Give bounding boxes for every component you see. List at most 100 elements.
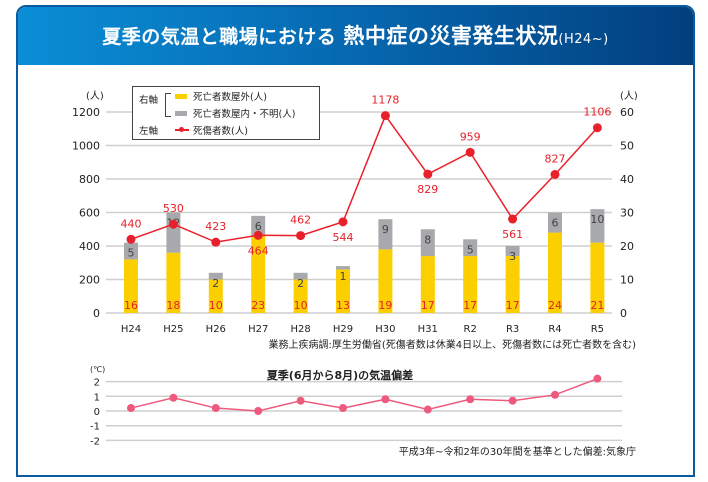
temp-chart-title: 夏季(6月から8月)の気温偏差: [267, 368, 413, 382]
bar-indoor: [548, 212, 562, 233]
casualties-point: [465, 147, 475, 157]
bar-outdoor: [420, 256, 435, 313]
bar-indoor-value: 2: [297, 277, 304, 290]
bar-indoor-value: 10: [590, 213, 604, 226]
bar-outdoor: [293, 279, 308, 313]
casualties-value-label: 462: [290, 214, 311, 227]
casualties-value-label: 464: [248, 244, 269, 257]
bar-outdoor: [590, 242, 605, 313]
legend-outdoor-label: 死亡者数屋外(人): [193, 92, 267, 103]
bar-indoor: [208, 272, 223, 280]
x-axis-tick-label: H27: [248, 324, 268, 335]
temp-axis-tick-label: -2: [90, 436, 100, 447]
bar-indoor: [378, 219, 393, 250]
title-part3: (H24~): [558, 32, 609, 47]
source-note-bottom: 平成3年~令和2年の30年間を基準とした偏差:気象庁: [399, 445, 636, 458]
temp-point: [381, 395, 390, 404]
casualties-point: [423, 169, 433, 179]
x-axis-tick-label: H29: [333, 324, 353, 335]
bar-outdoor: [336, 269, 350, 313]
bar-outdoor-value: 24: [548, 299, 562, 312]
x-axis-tick-label: R4: [548, 324, 561, 335]
temp-point: [423, 405, 432, 414]
bar-outdoor-value: 17: [421, 299, 435, 312]
bar-outdoor: [166, 252, 181, 313]
temp-point: [551, 390, 559, 399]
bar-indoor: [336, 266, 350, 270]
title-part1: 夏季の気温と職場における: [102, 26, 337, 48]
casualties-point: [338, 217, 348, 227]
casualties-value-label: 561: [502, 228, 523, 241]
bar-outdoor-value: 21: [590, 299, 604, 312]
casualties-value-label: 959: [460, 130, 481, 143]
bar-outdoor: [251, 235, 266, 313]
temp-line: [130, 377, 598, 412]
bar-indoor-value: 6: [255, 220, 262, 233]
casualties-point: [126, 234, 136, 244]
legend-left-axis-label-row: 左軸: [139, 123, 158, 137]
x-axis-tick-label: H30: [375, 324, 395, 335]
temp-point: [296, 396, 305, 405]
bar-indoor: [590, 209, 605, 243]
casualties-line-marker-icon: [175, 126, 189, 134]
bar-outdoor-value: 17: [463, 299, 477, 312]
bar-indoor: [124, 242, 138, 260]
temp-point: [169, 393, 178, 402]
casualties-value-label: 544: [333, 231, 354, 244]
bar-indoor-value: 3: [509, 250, 516, 263]
bar-outdoor-value: 17: [506, 299, 520, 312]
x-axis-tick-label: R3: [506, 324, 519, 335]
bar-outdoor-value: 16: [124, 299, 138, 312]
right-axis-tick-label: 30: [620, 207, 634, 220]
temp-point: [339, 404, 347, 413]
right-axis-tick-label: 0: [620, 307, 627, 320]
legend-bracket: [165, 93, 171, 117]
x-axis-tick-label: H25: [163, 324, 183, 335]
temp-point: [508, 396, 517, 405]
casualties-value-label: 1178: [371, 94, 399, 107]
legend-indoor-label: 死亡者数屋内・不明(人): [193, 109, 296, 120]
outdoor-swatch: [175, 93, 187, 99]
bar-outdoor-value: 10: [209, 299, 223, 312]
casualties-point: [592, 123, 602, 133]
temp-axis-tick-label: 0: [94, 407, 100, 418]
indoor-swatch: [175, 110, 187, 116]
right-axis-tick-label: 40: [620, 173, 634, 186]
left-axis-tick-label: 0: [93, 307, 100, 320]
bar-outdoor-value: 23: [251, 299, 265, 312]
bar-indoor: [251, 215, 266, 236]
bar-indoor-value: 6: [552, 217, 559, 230]
left-axis-tick-label: 1000: [72, 140, 100, 153]
left-axis-tick-label: 1200: [72, 106, 100, 119]
legend-right-axis-label: 右軸: [139, 95, 159, 106]
casualties-value-label: 440: [121, 217, 142, 230]
x-axis-tick-label: H28: [290, 324, 310, 335]
source-note-top: 業務上疾病調:厚生労働省(死傷者数は休業4日以上、死傷者数には死亡者数を含む): [268, 338, 636, 351]
casualties-point: [296, 231, 306, 241]
bar-indoor-value: 5: [467, 243, 474, 256]
left-axis-tick-label: 400: [79, 240, 100, 253]
left-axis-tick-label: 200: [79, 274, 100, 287]
bar-outdoor: [208, 279, 223, 313]
legend-item-outdoor: 死亡者数屋外(人): [175, 89, 267, 103]
bar-indoor: [463, 239, 478, 257]
bar-indoor-value: 5: [128, 247, 135, 260]
casualties-point: [550, 169, 560, 179]
legend-item-casualties: 死傷者数(人): [175, 123, 248, 137]
bar-outdoor-value: 18: [166, 299, 180, 312]
left-axis-tick-label: 600: [79, 207, 100, 220]
temp-axis-unit: (℃): [90, 365, 105, 374]
title-part2: 熱中症の災害発生状況: [343, 24, 559, 48]
legend-casualties-label: 死傷者数(人): [193, 126, 248, 137]
bar-outdoor: [124, 259, 138, 313]
casualties-value-label: 827: [545, 152, 566, 165]
right-axis-tick-label: 50: [620, 140, 634, 153]
bar-indoor: [293, 272, 308, 280]
casualties-point: [380, 111, 390, 121]
casualties-line: [130, 114, 598, 243]
temp-point: [593, 374, 602, 383]
left-axis-tick-label: 800: [79, 173, 100, 186]
bar-indoor-value: 9: [382, 223, 389, 236]
casualties-value-label: 423: [205, 220, 226, 233]
right-axis-tick-label: 10: [620, 274, 634, 287]
